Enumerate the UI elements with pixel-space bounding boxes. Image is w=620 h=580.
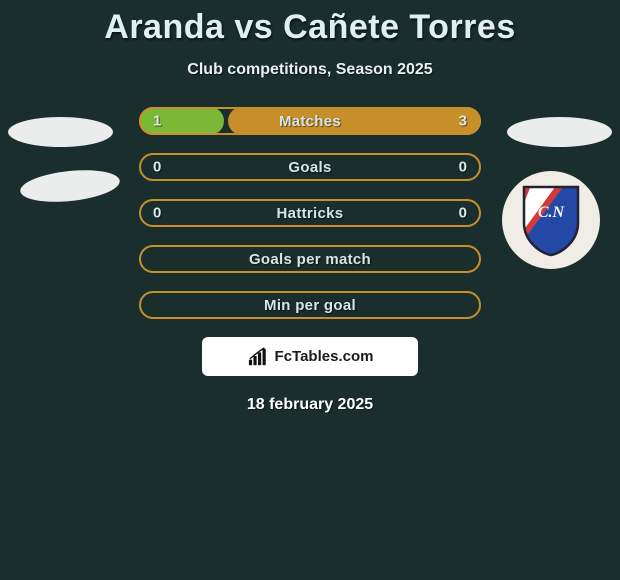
stat-left-value: 0 <box>153 159 161 176</box>
stat-left-value: 1 <box>153 113 161 130</box>
stat-label: Matches <box>279 113 341 130</box>
stat-row: 1 Matches 3 <box>139 107 481 135</box>
stat-row: Goals per match <box>139 245 481 273</box>
club2-badge: C.N <box>502 171 600 269</box>
club2-shield-icon: C.N <box>520 183 582 257</box>
stat-label: Goals <box>288 159 331 176</box>
stat-right-value: 0 <box>459 205 467 222</box>
stat-row: Min per goal <box>139 291 481 319</box>
stat-label: Hattricks <box>277 205 344 222</box>
stat-fill-right <box>228 107 482 135</box>
stat-label: Goals per match <box>249 251 371 268</box>
player1-placeholder <box>8 117 113 147</box>
page-title: Aranda vs Cañete Torres <box>0 0 620 47</box>
subtitle: Club competitions, Season 2025 <box>0 61 620 79</box>
date: 18 february 2025 <box>0 396 620 414</box>
stat-row: 0 Goals 0 <box>139 153 481 181</box>
club1-placeholder <box>19 166 122 206</box>
stat-right-value: 3 <box>459 113 467 130</box>
stat-right-value: 0 <box>459 159 467 176</box>
bar-chart-icon <box>247 347 269 367</box>
attribution: FcTables.com <box>202 337 418 376</box>
stat-left-value: 0 <box>153 205 161 222</box>
player2-placeholder <box>507 117 612 147</box>
stat-fill-left <box>139 107 224 135</box>
stat-row: 0 Hattricks 0 <box>139 199 481 227</box>
svg-text:C.N: C.N <box>538 204 566 221</box>
comparison-panel: C.N 1 Matches 3 0 Goals 0 0 Hattricks 0 Goals per… <box>0 107 620 414</box>
stat-label: Min per goal <box>264 297 356 314</box>
comparison-rows: 1 Matches 3 0 Goals 0 0 Hattricks 0 Goals per mat… <box>139 107 481 319</box>
attribution-text: FcTables.com <box>275 348 374 365</box>
